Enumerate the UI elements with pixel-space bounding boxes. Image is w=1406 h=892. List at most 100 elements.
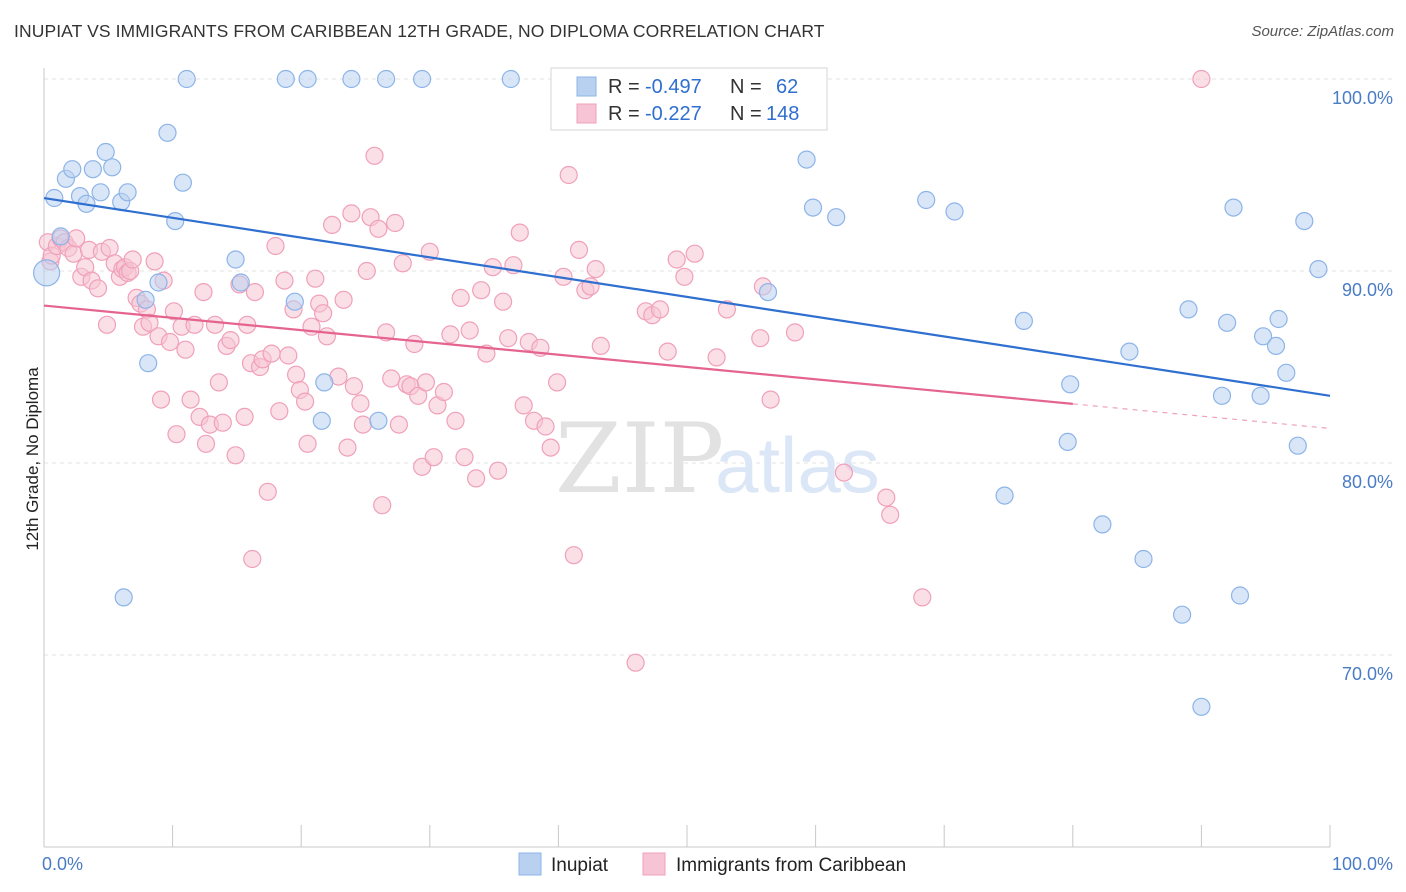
caribbean-point <box>351 394 370 413</box>
caribbean-trend-line <box>43 304 1073 405</box>
inupiat-point <box>1058 432 1077 451</box>
caribbean-point <box>243 549 262 569</box>
caribbean-point <box>338 438 357 457</box>
inupiat-point <box>1061 375 1080 394</box>
legend-r-label-1: R = <box>608 76 640 98</box>
caribbean-point <box>559 165 578 185</box>
caribbean-point <box>245 283 264 302</box>
caribbean-point <box>446 411 465 430</box>
inupiat-point <box>1172 605 1192 624</box>
caribbean-point <box>685 244 704 263</box>
legend-r-label-2: R = <box>608 103 640 125</box>
caribbean-point <box>262 344 281 363</box>
inupiat-point <box>917 190 936 210</box>
inupiat-point <box>945 202 964 221</box>
inupiat-point <box>103 158 122 177</box>
inupiat-point <box>226 250 245 269</box>
caribbean-point <box>564 546 583 565</box>
caribbean-trend-extension <box>1072 403 1331 430</box>
inupiat-point <box>413 69 432 89</box>
trend-lines <box>43 196 1331 430</box>
caribbean-point <box>275 271 294 290</box>
caribbean-point <box>344 377 363 396</box>
caribbean-point <box>834 463 854 482</box>
caribbean-point <box>317 327 336 346</box>
inupiat-point <box>1192 697 1211 716</box>
caribbean-point <box>145 252 164 271</box>
inupiat-point <box>114 588 133 607</box>
caribbean-point <box>455 448 474 467</box>
y-tick-label: 80.0% <box>1342 472 1393 492</box>
inupiat-point <box>797 150 816 169</box>
inupiat-point <box>758 283 778 302</box>
legend-n-label-2: N = <box>730 103 762 125</box>
caribbean-point <box>1192 69 1211 89</box>
watermark-zip: ZIP <box>555 403 724 515</box>
caribbean-point <box>164 302 183 321</box>
caribbean-point <box>151 390 171 409</box>
caribbean-point <box>514 396 533 415</box>
caribbean-point <box>386 213 405 233</box>
caribbean-point <box>913 588 932 607</box>
caribbean-point <box>569 240 589 259</box>
caribbean-point <box>266 236 285 256</box>
caribbean-point <box>488 461 508 480</box>
watermark: ZIP atlas <box>555 403 880 515</box>
inupiat-point <box>63 160 82 179</box>
caribbean-point <box>499 329 518 348</box>
caribbean-point <box>342 204 361 223</box>
caribbean-point <box>591 336 610 355</box>
legend-r-value-2: -0.227 <box>645 103 702 125</box>
caribbean-point <box>194 283 213 302</box>
caribbean-point <box>434 382 453 402</box>
inupiat-point <box>312 411 331 430</box>
caribbean-point <box>123 250 142 269</box>
inupiat-point <box>1212 386 1232 405</box>
caribbean-point <box>97 315 117 334</box>
inupiat-point <box>342 69 361 89</box>
caribbean-point <box>100 238 119 258</box>
caribbean-point <box>226 446 245 465</box>
caribbean-point <box>877 488 896 507</box>
caribbean-point <box>382 369 401 388</box>
caribbean-point <box>279 346 298 365</box>
inupiat-point <box>285 292 304 311</box>
legend-swatch-caribbean <box>576 103 597 124</box>
caribbean-point <box>160 332 180 352</box>
caribbean-point <box>357 261 376 281</box>
bottom-legend-swatch-inupiat <box>518 852 542 876</box>
caribbean-point <box>235 407 254 426</box>
caribbean-point <box>258 482 277 501</box>
caribbean-point <box>181 390 200 409</box>
caribbean-point <box>196 434 216 453</box>
caribbean-point <box>541 438 560 457</box>
bottom-legend-label-inupiat: Inupiat <box>551 855 609 876</box>
inupiat-point <box>118 183 137 202</box>
inupiat-point <box>91 183 110 202</box>
legend-n-label-1: N = <box>730 76 762 98</box>
caribbean-point <box>460 321 479 340</box>
caribbean-point <box>586 260 605 279</box>
caribbean-point <box>761 390 780 409</box>
caribbean-point <box>451 288 470 307</box>
caribbean-point <box>287 365 306 384</box>
inupiat-point <box>315 373 334 392</box>
caribbean-point <box>416 373 435 392</box>
caribbean-point <box>717 300 737 319</box>
inupiat-point <box>1093 515 1112 534</box>
caribbean-point <box>393 254 412 273</box>
caribbean-point <box>323 215 342 234</box>
inupiat-point <box>32 259 61 287</box>
inupiat-point <box>1120 342 1139 361</box>
caribbean-point <box>353 415 372 434</box>
inupiat-point <box>369 411 388 430</box>
caribbean-point <box>441 325 460 344</box>
legend-r-value-1: -0.497 <box>645 76 702 98</box>
caribbean-point <box>494 292 513 311</box>
caribbean-point <box>334 290 353 309</box>
caribbean-point <box>626 653 645 672</box>
bottom-legend-label-caribbean: Immigrants from Caribbean <box>676 855 906 876</box>
inupiat-point <box>158 123 177 142</box>
inupiat-point <box>1134 549 1153 569</box>
